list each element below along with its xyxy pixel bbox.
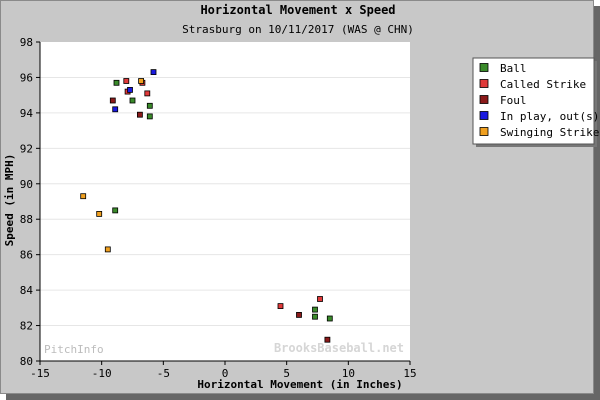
y-tick-label: 88 [20, 213, 33, 226]
frame-shadow [6, 394, 600, 400]
legend-label: Foul [500, 94, 527, 107]
data-point [104, 246, 111, 253]
x-tick-label: 0 [222, 367, 229, 380]
x-tick-label: -15 [30, 367, 50, 380]
y-tick-label: 92 [20, 142, 33, 155]
y-tick-label: 84 [20, 284, 34, 297]
y-tick-label: 98 [20, 36, 33, 49]
legend-label: Swinging Strike [500, 126, 599, 139]
ticks: 80 82 84 86 88 90 92 94 96 98 -15 -10 -5 0 5 10 15 [20, 36, 417, 380]
data-point [144, 90, 151, 97]
y-tick-label: 94 [20, 107, 34, 120]
pitchinfo-watermark: PitchInfo [44, 343, 104, 356]
data-point [109, 97, 116, 104]
legend-label: Ball [500, 62, 527, 75]
data-point [146, 113, 153, 120]
y-tick-label: 82 [20, 320, 33, 333]
frame-shadow [594, 6, 600, 400]
data-point [277, 303, 284, 310]
data-point [112, 207, 119, 214]
data-point [129, 97, 136, 104]
y-tick-label: 96 [20, 71, 33, 84]
data-point [146, 102, 153, 109]
legend-swatch [479, 111, 489, 120]
y-tick-label: 86 [20, 249, 33, 262]
legend-swatch [479, 63, 489, 72]
data-point [96, 210, 103, 217]
data-point [312, 306, 318, 313]
y-tick-label: 80 [20, 355, 33, 368]
legend-label: Called Strike [500, 78, 586, 91]
data-point [113, 79, 120, 86]
data-point [80, 193, 87, 200]
data-point [326, 315, 333, 322]
data-point [317, 296, 323, 302]
chart-title: Horizontal Movement x Speed [200, 3, 395, 17]
y-axis-label: Speed (in MPH) [3, 154, 16, 247]
legend: Ball Called Strike Foul In play, out(s) Swin… [472, 57, 599, 147]
x-tick-label: 15 [403, 367, 416, 380]
data-point [312, 313, 318, 320]
data-point [324, 336, 331, 343]
x-axis-label: Horizontal Movement (in Inches) [197, 378, 402, 391]
data-point [123, 78, 130, 84]
gridlines [40, 76, 410, 327]
data-point [150, 69, 157, 75]
data-point [138, 78, 145, 84]
plot-area [40, 42, 410, 361]
legend-swatch [479, 127, 489, 136]
legend-box [472, 57, 595, 145]
data-points [80, 69, 333, 343]
legend-label: In play, out(s) [500, 110, 599, 123]
data-point [136, 111, 143, 118]
x-tick-label: 5 [283, 367, 290, 380]
x-tick-label: -5 [157, 367, 170, 380]
y-tick-label: 90 [20, 178, 33, 191]
x-tick-label: 10 [342, 367, 355, 380]
legend-swatch [479, 95, 489, 104]
data-point [127, 87, 133, 93]
data-point [296, 311, 302, 318]
legend-swatch [479, 79, 489, 88]
data-point [112, 106, 119, 113]
chart-subtitle: Strasburg on 10/11/2017 (WAS @ CHN) [182, 23, 414, 36]
x-tick-label: -10 [92, 367, 112, 380]
brooksbaseball-watermark: BrooksBaseball.net [274, 341, 404, 355]
